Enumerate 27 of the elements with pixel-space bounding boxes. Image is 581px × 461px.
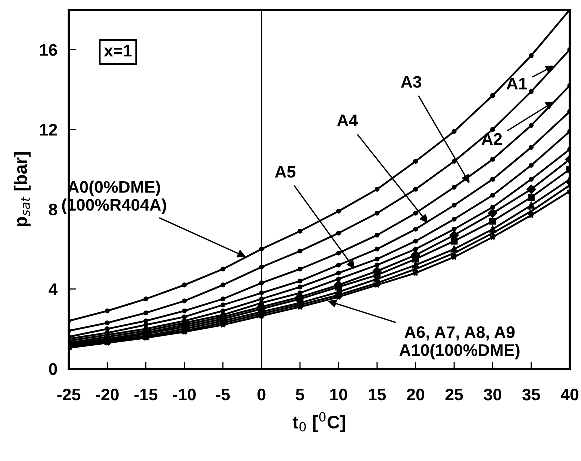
x-tick-label: 10 [330,388,348,401]
annotation: A4 [337,114,358,126]
annotation: A3 [401,76,422,88]
x-tick-label: 15 [369,389,386,401]
x-tick-label: 30 [484,388,502,401]
x-tick-label: -20 [96,388,119,401]
annotation: A5 [275,166,296,178]
x-tick-label: -5 [216,389,230,401]
y-tick-label: 4 [48,284,58,296]
annotation: A6, A7, A8, A9 A10(100%DME) [400,326,520,360]
y-tick-label: 8 [49,204,58,216]
x-tick-label: -25 [58,388,81,401]
annotation: x=1 [104,45,132,57]
x-axis-title: t$_{0}$ [$^{0}$C] [292,412,346,432]
x-tick-label: 20 [407,388,424,401]
y-axis-title: p$_{sat}$ [bar] [14,152,31,226]
x-tick-label: 5 [296,389,304,401]
x-tick-label: 0 [258,388,266,401]
x-tick-label: -15 [134,389,158,401]
y-tick-label: 16 [40,44,58,56]
x-tick-label: 25 [446,388,464,401]
x-tick-label: -10 [173,388,196,401]
y-tick-label: 0 [49,363,58,376]
y-tick-label: 12 [40,124,58,136]
x-tick-label: 35 [522,388,540,401]
x-tick-label: 40 [560,388,579,401]
annotation: A1 [506,78,528,90]
